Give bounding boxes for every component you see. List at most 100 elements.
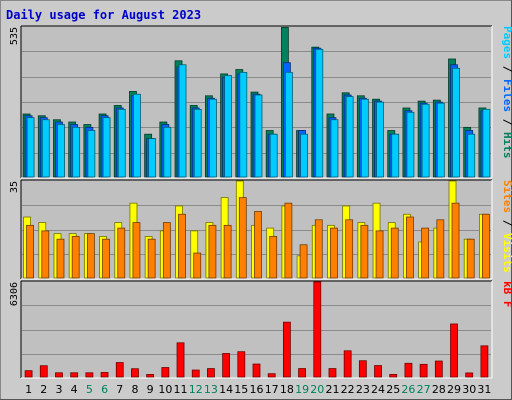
panel-middle-bar-sites-day-8 (132, 222, 141, 279)
panel-bottom-bar-kb-f-day-5 (85, 372, 94, 378)
panel-top-legend-pages: Pages (501, 26, 512, 59)
panel-bottom-bar-kb-f-day-19 (298, 368, 306, 378)
x-tick-label-day-20: 20 (310, 383, 324, 396)
x-tick-label-day-15: 15 (234, 383, 248, 396)
x-tick-label-day-18: 18 (280, 383, 294, 396)
panel-top-bar-pages-day-6 (102, 117, 111, 178)
panel-middle-bar-sites-day-29 (451, 202, 460, 279)
panel-bottom-bar-kb-f-day-18 (282, 321, 291, 378)
panel-middle-ymax-label: 35 (9, 181, 20, 193)
panel-middle-bar-sites-day-20 (314, 219, 323, 279)
panel-middle-bar-sites-day-14 (223, 224, 232, 279)
panel-top-bar-pages-day-15 (239, 71, 248, 178)
panel-bottom-ymax-label: 6306 (9, 282, 20, 306)
panel-bottom-bar-kb-f-day-23 (358, 360, 367, 378)
x-tick-label-day-6: 6 (101, 383, 108, 396)
x-tick-label-day-21: 21 (325, 383, 339, 396)
panel-top-bar-pages-day-21 (330, 119, 339, 178)
panel-top-bar-pages-day-19 (300, 133, 308, 178)
panel-middle-bar-sites-day-31 (482, 213, 490, 279)
x-tick-label-day-12: 12 (189, 383, 203, 396)
panel-top-bar-pages-day-2 (41, 119, 50, 178)
x-tick-label-day-11: 11 (174, 383, 188, 396)
panel-top-bar-pages-day-20 (315, 48, 324, 178)
panel-bottom-bar-kb-f-day-3 (55, 372, 63, 378)
x-tick-label-day-3: 3 (55, 383, 62, 396)
panel-bottom-legend: kB F (501, 281, 512, 308)
x-tick-label-day-8: 8 (131, 383, 138, 396)
panel-bottom-bar-kb-f-day-29 (450, 323, 458, 378)
panel-middle-bar-sites-day-25 (390, 227, 399, 279)
panel-bottom-legend-text: kB F (501, 281, 512, 308)
panel-middle-bar-sites-day-13 (208, 224, 217, 279)
panel-top-bar-pages-day-14 (224, 75, 233, 178)
x-tick-label-day-14: 14 (219, 383, 233, 396)
panel-middle-bar-sites-day-4 (71, 236, 80, 279)
panel-bottom-bar-kb-f-day-25 (389, 374, 398, 378)
panel-top-bar-pages-day-27 (421, 103, 430, 178)
panel-bottom-bar-kb-f-day-24 (374, 365, 382, 378)
x-tick-label-day-10: 10 (158, 383, 172, 396)
x-tick-label-day-25: 25 (386, 383, 400, 396)
panel-bottom-bar-kb-f-day-7 (115, 362, 124, 378)
panel-middle-bar-sites-day-3 (56, 238, 65, 279)
panel-middle-bar-sites-day-6 (102, 238, 110, 279)
panel-middle-bar-sites-day-15 (238, 197, 247, 279)
panel-bottom-bar-kb-f-day-17 (267, 373, 276, 378)
panel-middle-bar-sites-day-7 (117, 227, 126, 279)
panel-middle-bar-sites-day-5 (86, 233, 95, 279)
panel-top-bar-pages-day-9 (148, 138, 157, 178)
panel-middle-bar-sites-day-18 (284, 202, 293, 279)
panel-middle-bar-sites-day-27 (421, 227, 430, 279)
x-tick-label-day-16: 16 (250, 383, 264, 396)
panel-middle-legend-visits: Visits (501, 233, 512, 273)
panel-middle-bar-sites-day-22 (345, 219, 354, 279)
x-tick-label-day-4: 4 (71, 383, 78, 396)
panel-middle-bar-sites-day-23 (360, 224, 369, 279)
panel-top-bar-pages-day-30 (467, 133, 476, 178)
x-tick-label-day-27: 27 (417, 383, 431, 396)
x-tick-label-day-7: 7 (116, 383, 123, 396)
panel-bottom-bar-kb-f-day-30 (465, 372, 474, 378)
panel-bottom-bar-kb-f-day-10 (161, 367, 170, 378)
panel-middle-bar-sites-day-1 (26, 224, 34, 279)
x-tick-label-day-13: 13 (204, 383, 218, 396)
panel-top-bar-pages-day-7 (117, 108, 126, 178)
panel-middle-bar-sites-day-17 (269, 236, 278, 279)
panel-bottom-bar-kb-f-day-11 (176, 342, 185, 378)
panel-bottom-bar-kb-f-day-21 (328, 368, 337, 378)
panel-bottom-bar-kb-f-day-1 (24, 370, 33, 378)
x-tick-label-day-29: 29 (447, 383, 461, 396)
panel-top-legend-separator: / (501, 112, 512, 132)
panel-bottom-bar-kb-f-day-14 (222, 353, 231, 378)
panel-middle-bar-sites-day-11 (178, 213, 186, 279)
panel-top-legend: Pages / Files / Hits (501, 26, 512, 159)
x-tick-label-day-31: 31 (477, 383, 491, 396)
panel-bottom-bar-kb-f-day-28 (434, 360, 443, 378)
panel-top-bar-pages-day-22 (345, 96, 354, 178)
x-tick-label-day-23: 23 (356, 383, 370, 396)
panel-top-bar-pages-day-1 (26, 117, 35, 178)
panel-middle-bar-sites-day-24 (375, 230, 384, 279)
panel-top-bar-pages-day-12 (193, 108, 202, 178)
panel-middle-legend-separator: / (501, 213, 512, 233)
x-tick-label-day-24: 24 (371, 383, 385, 396)
panel-top-bar-pages-day-3 (57, 124, 65, 178)
panel-middle-bar-sites-day-30 (466, 238, 475, 279)
panel-top-bar-pages-day-31 (482, 108, 491, 178)
panel-top-legend-hits: Hits (501, 132, 512, 159)
x-tick-label-day-26: 26 (401, 383, 415, 396)
x-tick-label-day-17: 17 (265, 383, 279, 396)
panel-middle-bar-sites-day-10 (162, 222, 171, 279)
panel-bottom-bar-kb-f-day-6 (100, 372, 109, 378)
panel-top-bar-pages-day-26 (406, 111, 415, 178)
x-tick-label-day-19: 19 (295, 383, 309, 396)
panel-middle-legend-sites: Sites (501, 180, 512, 213)
x-tick-label-day-9: 9 (147, 383, 154, 396)
x-tick-label-day-30: 30 (462, 383, 476, 396)
panel-middle-bar-sites-day-21 (330, 227, 338, 279)
panel-top-bar-pages-day-11 (178, 64, 187, 178)
panel-top-bar-pages-day-29 (452, 67, 460, 178)
